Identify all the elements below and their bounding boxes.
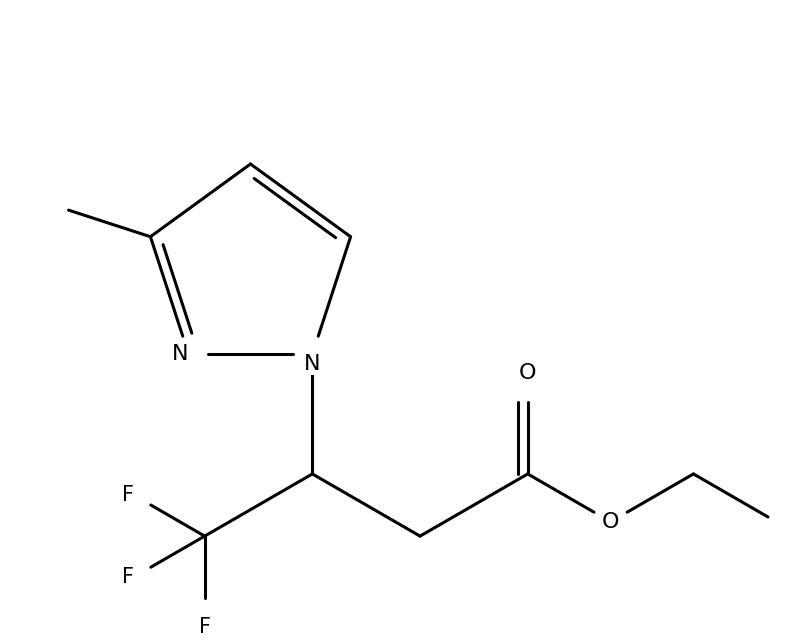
Text: F: F xyxy=(122,486,134,506)
Text: F: F xyxy=(122,567,134,587)
Text: N: N xyxy=(304,355,321,374)
Text: O: O xyxy=(519,363,537,383)
Text: N: N xyxy=(172,344,188,364)
Text: O: O xyxy=(602,512,619,532)
Text: F: F xyxy=(199,618,210,637)
